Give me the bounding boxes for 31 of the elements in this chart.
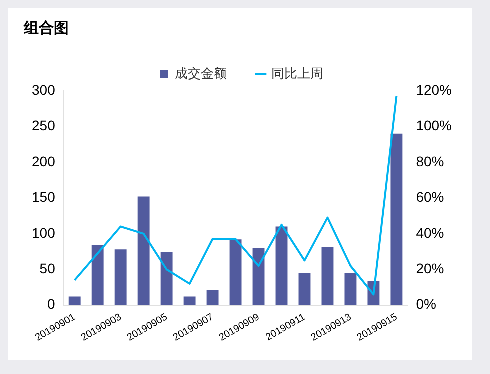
bar — [298, 273, 311, 306]
y2-tick-label: 40% — [416, 224, 444, 241]
legend-label: 成交金额 — [175, 66, 227, 82]
bar — [92, 245, 104, 306]
y2-tick-label: 80% — [416, 153, 444, 170]
bar — [160, 252, 173, 306]
bar — [390, 134, 403, 306]
bar — [322, 247, 334, 306]
y2-tick-label: 60% — [416, 189, 444, 206]
bar — [114, 250, 127, 306]
y-tick-label: 100 — [32, 224, 56, 241]
y-tick-label: 0 — [48, 296, 56, 312]
y2-tick-label: 20% — [416, 260, 444, 276]
y2-tick-label: 120% — [416, 82, 452, 98]
y-tick-label: 200 — [32, 153, 56, 170]
y-tick-label: 150 — [32, 189, 56, 206]
legend-label: 同比上周 — [272, 66, 324, 82]
bar — [206, 290, 219, 306]
bar — [344, 273, 357, 306]
bar — [138, 196, 150, 306]
y2-tick-label: 0% — [416, 296, 436, 312]
bar — [230, 240, 242, 306]
y-tick-label: 250 — [32, 118, 56, 134]
y-tick-label: 300 — [32, 82, 56, 98]
bar — [252, 248, 265, 306]
bar — [184, 296, 196, 306]
y2-tick-label: 100% — [416, 118, 452, 134]
bar — [68, 296, 81, 306]
bar — [276, 226, 288, 306]
chart-title: 组合图 — [23, 20, 69, 38]
y-tick-label: 50 — [40, 260, 56, 276]
